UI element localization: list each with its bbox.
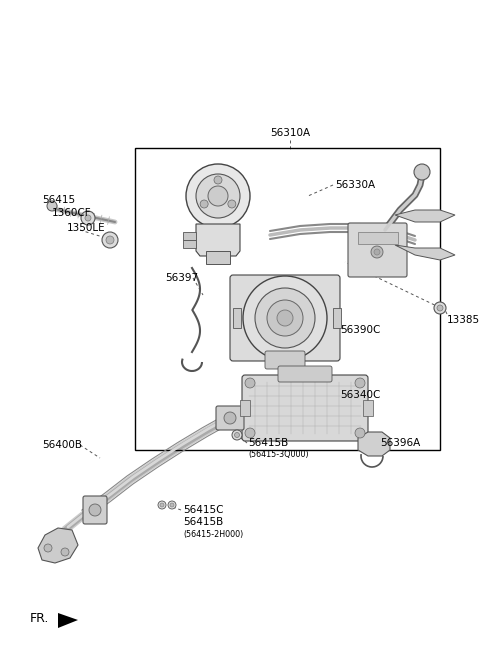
Circle shape [243, 276, 327, 360]
Circle shape [267, 300, 303, 336]
Bar [363, 400, 373, 416]
Text: 1360CF: 1360CF [52, 208, 92, 218]
Circle shape [200, 200, 208, 208]
FancyBboxPatch shape [83, 496, 107, 524]
Text: FR.: FR. [30, 612, 49, 625]
Text: 56415B: 56415B [248, 438, 288, 448]
Circle shape [371, 246, 383, 258]
Circle shape [437, 305, 443, 311]
Circle shape [224, 412, 236, 424]
Circle shape [168, 501, 176, 509]
Circle shape [208, 186, 228, 206]
Polygon shape [38, 528, 78, 563]
Circle shape [228, 200, 236, 208]
Circle shape [355, 378, 365, 388]
Circle shape [245, 378, 255, 388]
Text: 56415C: 56415C [183, 505, 224, 515]
Text: 56397: 56397 [165, 273, 198, 283]
Text: 56415B: 56415B [183, 517, 223, 527]
Bar [240, 400, 250, 416]
Circle shape [170, 503, 174, 507]
Polygon shape [58, 613, 78, 628]
Polygon shape [196, 224, 240, 256]
Bar [135, 148, 440, 450]
Circle shape [158, 501, 166, 509]
Circle shape [44, 544, 52, 552]
Circle shape [434, 302, 446, 314]
Circle shape [102, 232, 118, 248]
FancyBboxPatch shape [230, 275, 340, 361]
Text: 1350LE: 1350LE [67, 223, 106, 233]
Text: 56310A: 56310A [270, 128, 310, 138]
Circle shape [214, 176, 222, 184]
Circle shape [47, 201, 57, 211]
Bar [333, 308, 341, 328]
Text: (56415-3Q000): (56415-3Q000) [248, 451, 309, 459]
Circle shape [81, 211, 95, 225]
Circle shape [196, 174, 240, 218]
Text: (56415-2H000): (56415-2H000) [183, 530, 243, 539]
Text: 56330A: 56330A [335, 180, 375, 190]
FancyBboxPatch shape [278, 366, 332, 382]
Circle shape [232, 430, 242, 440]
Text: 56396A: 56396A [380, 438, 420, 448]
Text: 56400B: 56400B [42, 440, 82, 450]
Circle shape [160, 503, 164, 507]
Text: 13385: 13385 [447, 315, 480, 325]
Circle shape [186, 164, 250, 228]
Bar [183, 232, 196, 240]
FancyBboxPatch shape [265, 351, 305, 369]
Circle shape [89, 504, 101, 516]
FancyBboxPatch shape [242, 375, 368, 441]
Circle shape [61, 548, 69, 556]
Circle shape [414, 164, 430, 180]
Text: 56390C: 56390C [340, 325, 380, 335]
FancyBboxPatch shape [348, 223, 407, 277]
Text: 56340C: 56340C [340, 390, 380, 400]
Polygon shape [395, 245, 455, 260]
Circle shape [277, 310, 293, 326]
Circle shape [106, 236, 114, 244]
Circle shape [85, 215, 91, 221]
Circle shape [255, 288, 315, 348]
Bar [233, 308, 241, 328]
Circle shape [235, 432, 240, 438]
Polygon shape [206, 251, 230, 264]
Circle shape [355, 428, 365, 438]
Circle shape [374, 249, 380, 255]
Text: 56415: 56415 [42, 195, 75, 205]
Bar [358, 232, 398, 244]
Polygon shape [358, 432, 390, 456]
Bar [183, 240, 196, 248]
Circle shape [245, 428, 255, 438]
Polygon shape [395, 210, 455, 222]
FancyBboxPatch shape [216, 406, 244, 430]
